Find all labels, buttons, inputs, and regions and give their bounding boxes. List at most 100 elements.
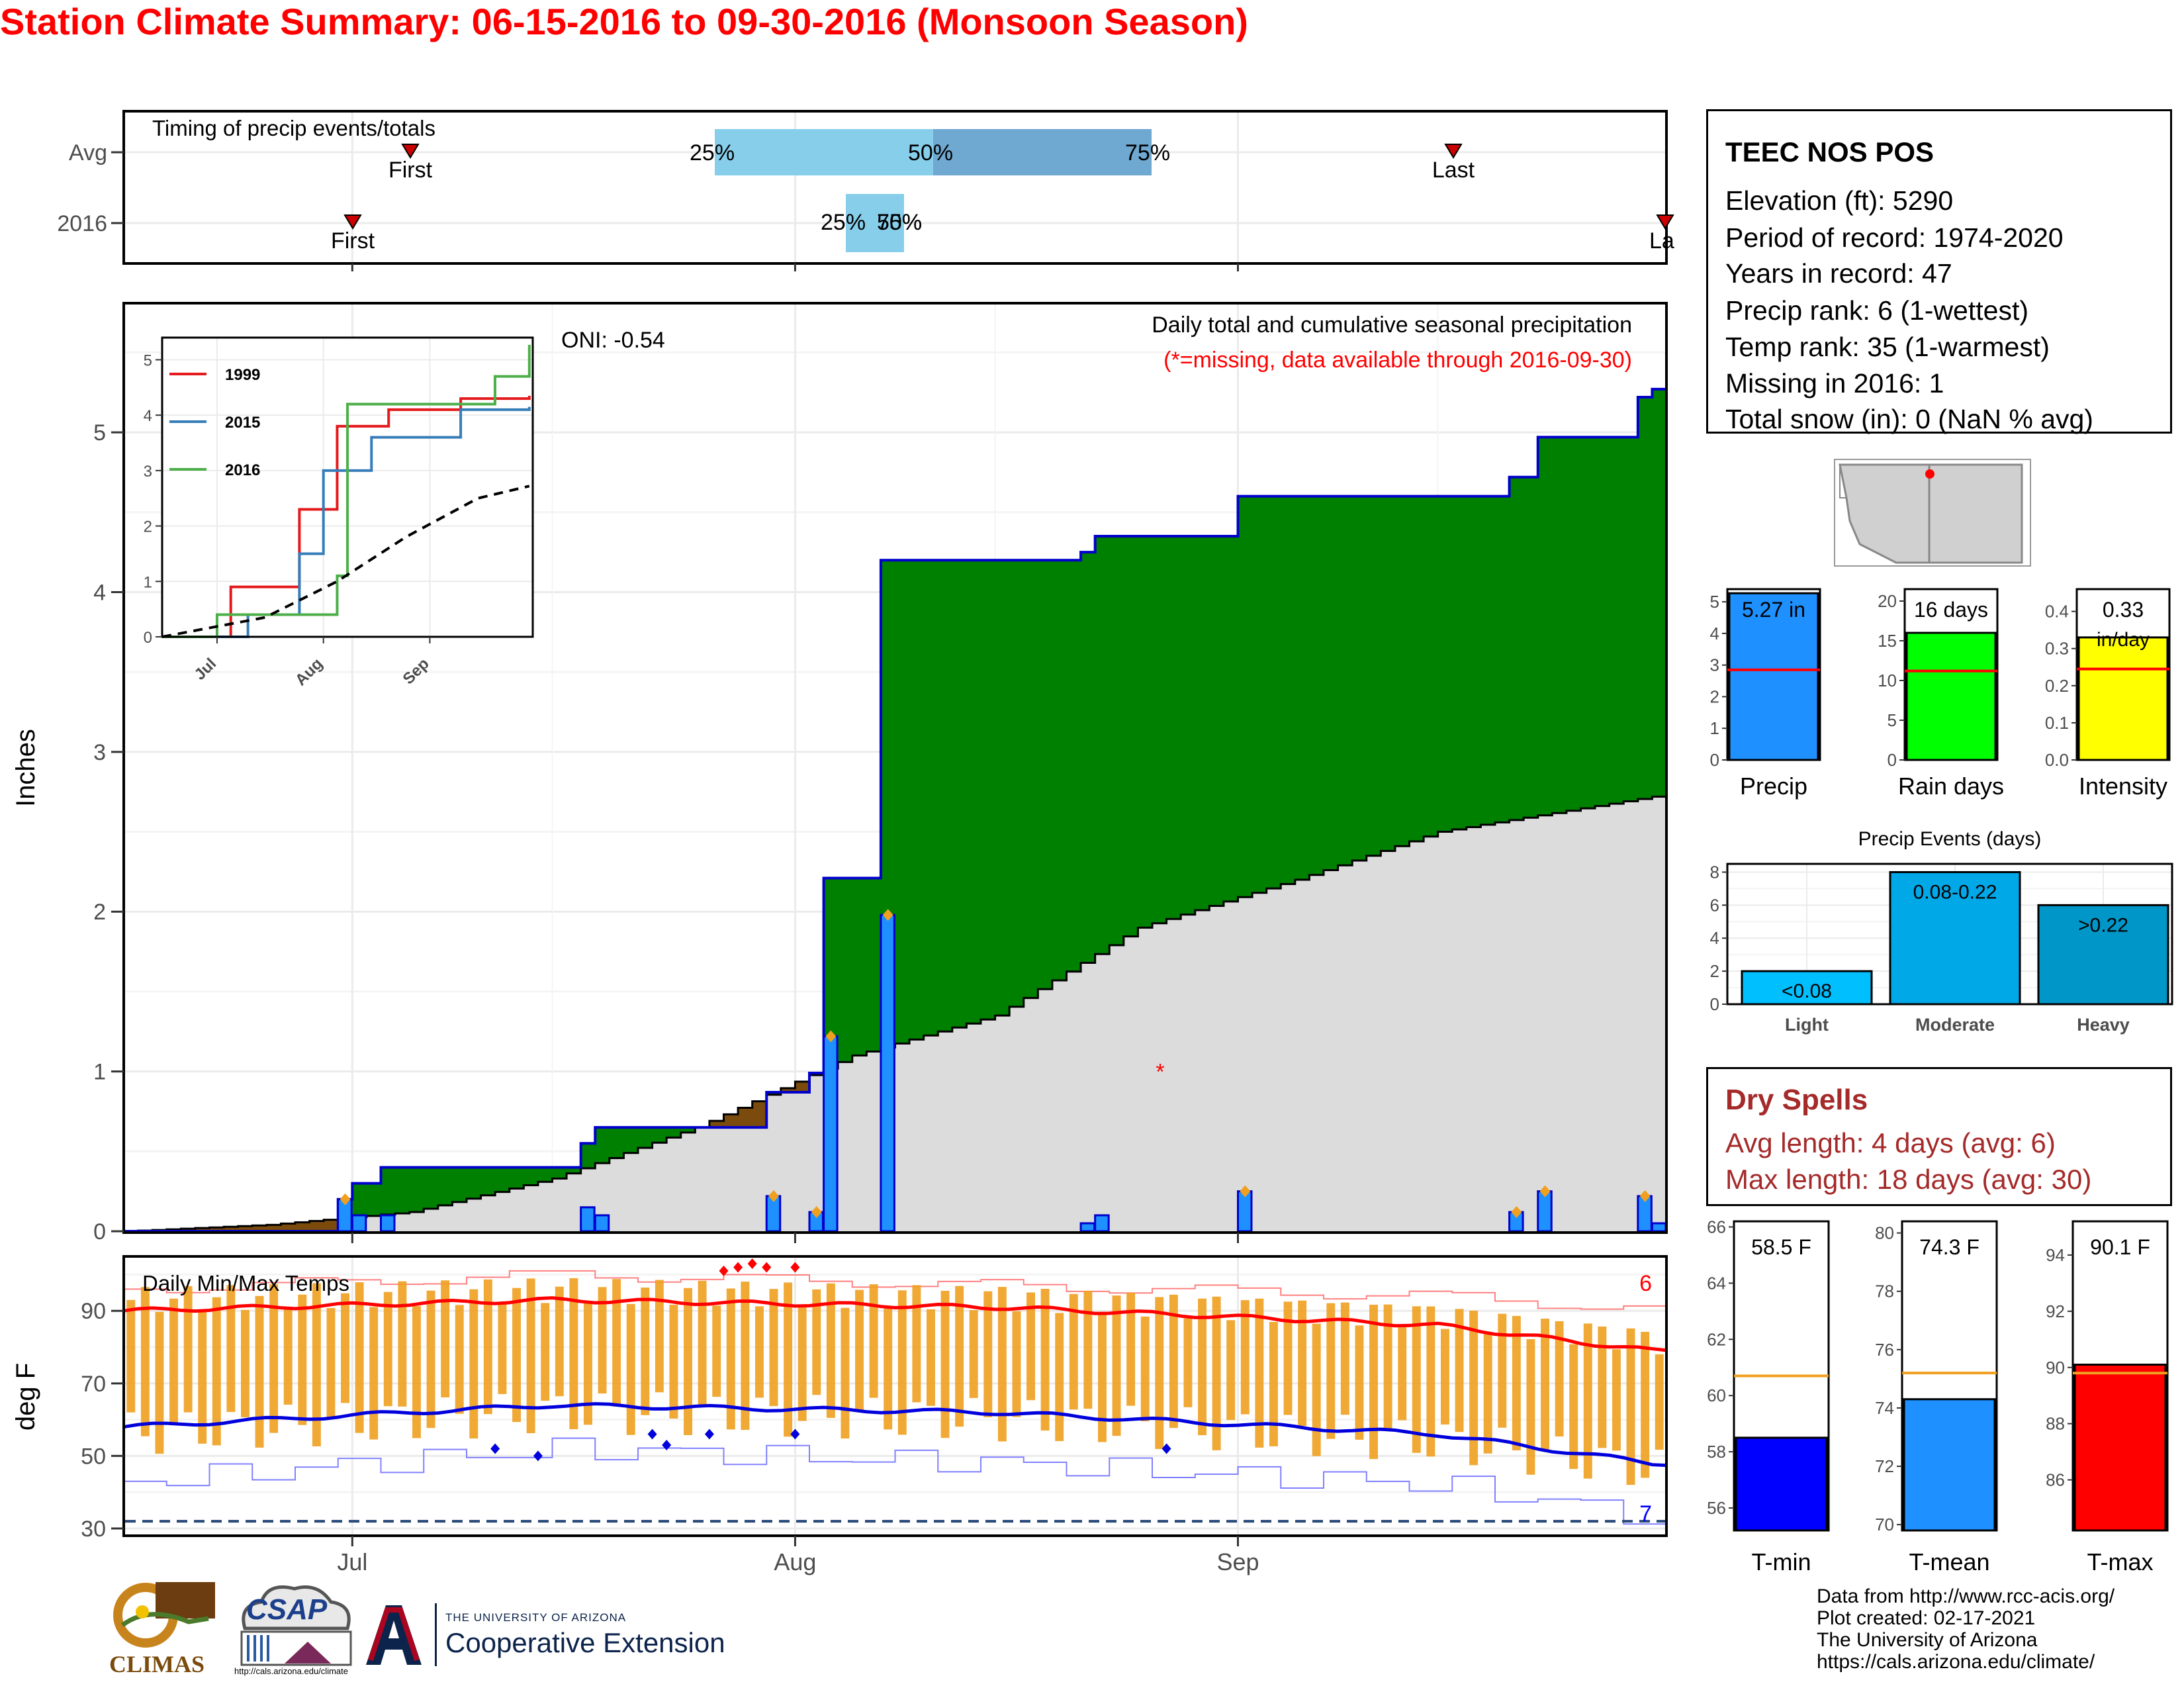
- record-low-line: [124, 1437, 1667, 1525]
- daily-temp-range-bar: [255, 1295, 264, 1448]
- inset-y-tick-label: 2: [144, 518, 152, 536]
- summary-label-0: Precip: [1740, 773, 1807, 800]
- daily-temp-range-bar: [455, 1305, 464, 1414]
- station-name: TEEC NOS POS: [1725, 136, 1934, 167]
- tempbar-bar-1: [1903, 1398, 1996, 1532]
- precip-surplus-segment: [467, 1167, 482, 1199]
- precip-events-chart: Precip Events (days) <0.08 Light 0.08-0.22 M…: [1710, 828, 2173, 1035]
- tempbar-y-tick-label: 62: [1707, 1329, 1726, 1349]
- precip-surplus-segment: [1637, 397, 1653, 799]
- precip-surplus-segment: [1252, 496, 1267, 893]
- daily-temp-range-bar: [669, 1305, 678, 1419]
- summary-value-2: 0.33: [2103, 598, 2144, 622]
- temp-y-tick-label: 90: [81, 1299, 106, 1324]
- station-years: Years in record: 47: [1725, 258, 1952, 289]
- daily-temp-range-bar: [198, 1311, 207, 1444]
- summary-y-tick-label: 0: [1888, 750, 1897, 770]
- temp-y-axis-label: deg F: [11, 1363, 40, 1430]
- precip-surplus-segment: [495, 1167, 510, 1192]
- precip-deficit-segment: [252, 1225, 267, 1231]
- daily-temp-range-bar: [726, 1288, 735, 1430]
- precip-surplus-segment: [1424, 496, 1439, 837]
- timing-2016-last-marker: [1656, 214, 1674, 230]
- daily-temp-range-bar: [441, 1280, 450, 1398]
- daily-temp-range-bar: [183, 1286, 193, 1413]
- tempbar-y-tick-label: 58: [1707, 1442, 1726, 1462]
- timing-avg-p50: 50%: [908, 140, 953, 165]
- summary-y-tick-label: 0: [1710, 750, 1719, 770]
- precip-surplus-segment: [537, 1167, 553, 1182]
- tempbar-y-tick-label: 80: [1875, 1223, 1894, 1243]
- station-snow: Total snow (in): 0 (NaN % avg): [1725, 404, 2093, 434]
- inset-y-tick-label: 3: [144, 463, 152, 481]
- tempbar-y-tick-label: 76: [1875, 1340, 1894, 1360]
- precip-deficit-segment: [209, 1227, 224, 1231]
- precip-surplus-segment: [1352, 496, 1367, 861]
- daily-precip-bar: [351, 1214, 367, 1233]
- precip-surplus-segment: [1324, 496, 1339, 870]
- events-y-tick-label: 4: [1710, 928, 1719, 948]
- daily-temp-range-bar: [1055, 1313, 1064, 1441]
- precip-deficit-segment: [309, 1221, 324, 1231]
- daily-temp-range-bar: [940, 1290, 950, 1438]
- daily-temp-range-bar: [1198, 1298, 1207, 1436]
- inset-series-line-1999: [162, 395, 531, 638]
- station-precip-rank: Precip rank: 6 (1-wettest): [1725, 295, 2028, 326]
- precip-surplus-segment: [1181, 536, 1196, 915]
- station-missing: Missing in 2016: 1: [1725, 368, 1944, 399]
- daily-temp-range-bar: [1612, 1349, 1621, 1451]
- precip-deficit-segment: [738, 1107, 753, 1128]
- temp-x-tick-label: Sep: [1216, 1548, 1259, 1575]
- tempbar-y-tick-label: 72: [1875, 1456, 1894, 1476]
- daily-precip-bar: [880, 914, 895, 1233]
- daily-temp-range-bar: [298, 1294, 307, 1425]
- daily-temp-range-bar: [598, 1287, 607, 1394]
- timing-avg-p75: 75%: [1125, 140, 1170, 165]
- precip-surplus-segment: [452, 1167, 467, 1202]
- daily-temp-range-bar: [1455, 1309, 1464, 1432]
- precip-surplus-segment: [638, 1127, 653, 1148]
- daily-temp-range-bar: [1526, 1338, 1535, 1475]
- precip-surplus-segment: [623, 1127, 639, 1153]
- daily-temp-range-bar: [283, 1309, 293, 1405]
- precip-surplus-segment: [1138, 536, 1153, 928]
- daily-temp-range-bar: [169, 1298, 179, 1424]
- precip-cumulative-line: [124, 387, 1666, 1233]
- daily-temp-range-bar: [412, 1305, 421, 1438]
- precip-surplus-segment: [1038, 560, 1053, 990]
- daily-temp-range-bar: [1183, 1318, 1193, 1407]
- temp-y-tick-label: 30: [81, 1517, 106, 1542]
- tempbar-label-2: T-max: [2087, 1548, 2153, 1575]
- daily-temp-range-bar: [1398, 1327, 1407, 1421]
- daily-temp-range-bar: [955, 1286, 964, 1427]
- daily-temp-range-bar: [426, 1290, 435, 1429]
- precip-deficit-segment: [238, 1226, 253, 1231]
- events-y-tick-label: 0: [1710, 994, 1719, 1014]
- daily-temp-range-bar: [355, 1282, 364, 1433]
- inset-legend-label-1999: 1999: [225, 366, 260, 384]
- daily-temp-range-bar: [1641, 1331, 1650, 1478]
- precip-chart: * 0 1 2 3 4 5 Inches ONI: -0.54 Daily total and c…: [11, 302, 1668, 1244]
- timing-avg-first-label: First: [388, 158, 433, 183]
- daily-temp-range-bar: [483, 1279, 492, 1415]
- average-min-temp-line: [123, 1402, 1667, 1468]
- events-title: Precip Events (days): [1858, 828, 2042, 850]
- timing-avg-first-marker: [401, 144, 420, 159]
- events-bar-range-1: 0.08-0.22: [1913, 881, 1997, 903]
- tempbar-y-tick-label: 94: [2046, 1245, 2065, 1265]
- daily-temp-range-bar: [140, 1287, 150, 1436]
- location-map: [1834, 459, 2031, 567]
- precip-average-area: [124, 796, 1666, 1231]
- timing-title: Timing of precip events/totals: [152, 116, 435, 140]
- events-bar-range-0: <0.08: [1782, 980, 1832, 1002]
- daily-temp-range-bar: [612, 1279, 621, 1407]
- events-bar-moderate: [1889, 870, 2021, 1006]
- ua-logo-line1: THE UNIVERSITY OF ARIZONA: [445, 1611, 627, 1624]
- precip-surplus-segment: [1623, 437, 1639, 802]
- timing-avg-last-label: Last: [1432, 158, 1475, 183]
- precip-surplus-segment: [1238, 496, 1253, 898]
- station-elevation: Elevation (ft): 5290: [1725, 185, 1954, 216]
- daily-precip-marker: [825, 1030, 837, 1043]
- precip-surplus-segment: [1381, 496, 1396, 851]
- precip-surplus-segment: [680, 1127, 696, 1133]
